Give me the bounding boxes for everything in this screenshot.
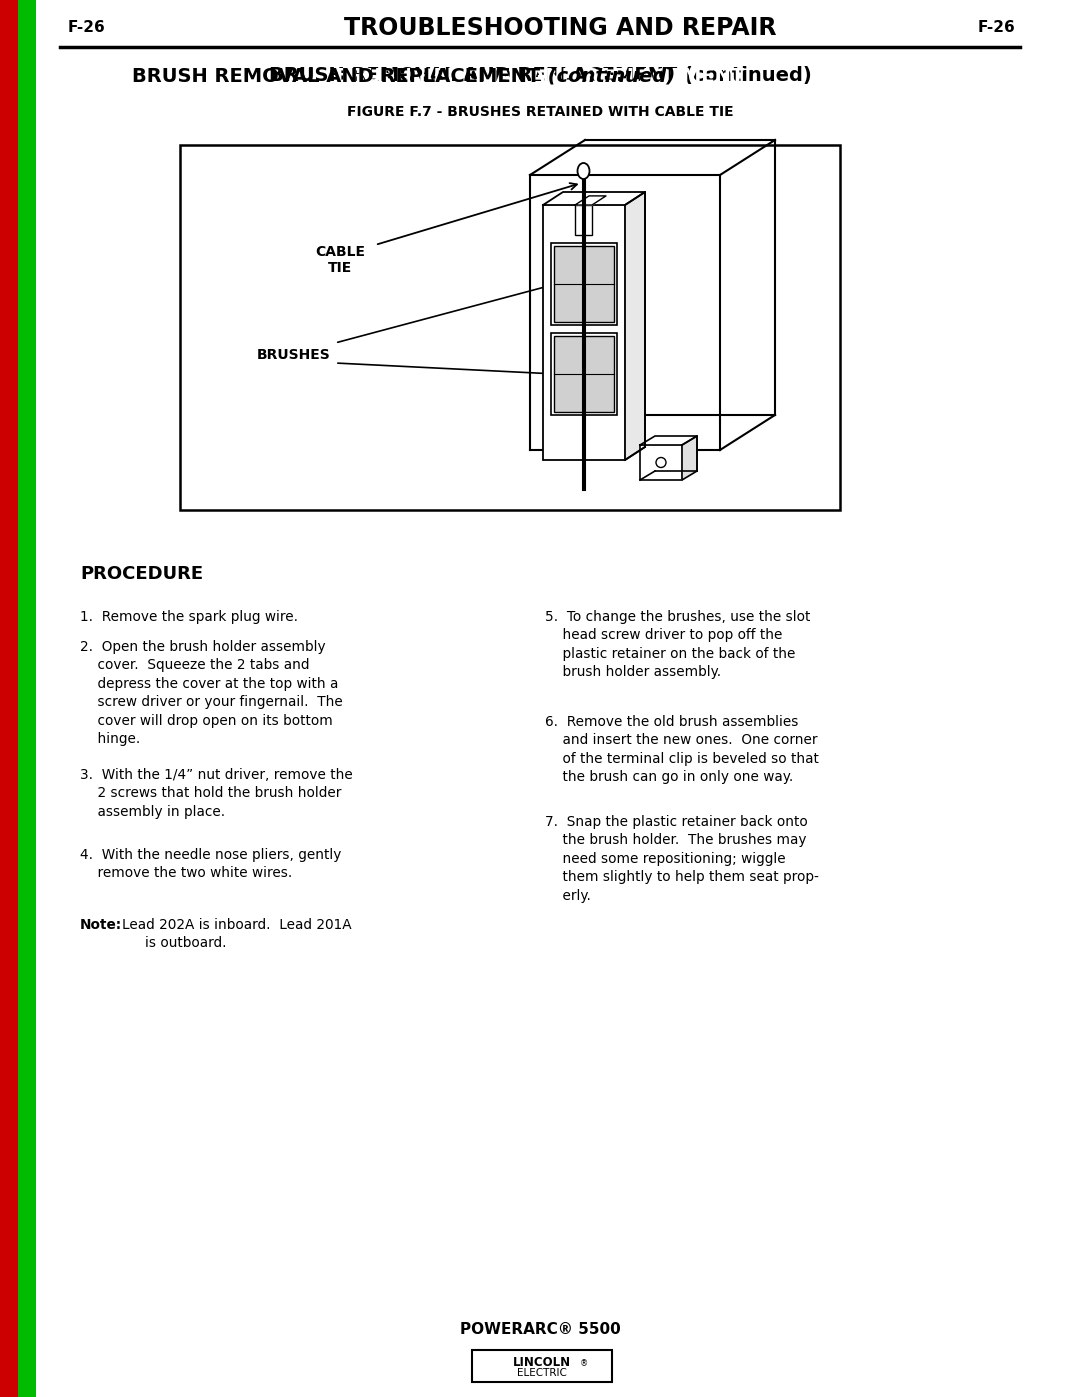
Bar (543, 205, 625, 460)
Text: Return to Section TOC: Return to Section TOC (4, 1210, 14, 1310)
Polygon shape (543, 191, 645, 205)
Polygon shape (625, 191, 645, 460)
Text: BRUSHES: BRUSHES (256, 348, 330, 362)
Text: BRUSH REMOVAL AND REPLACEMENT: BRUSH REMOVAL AND REPLACEMENT (132, 67, 540, 85)
Bar (640, 446, 681, 481)
Bar (18, 0, 36, 1397)
Polygon shape (640, 436, 697, 446)
Text: (continued): (continued) (541, 67, 675, 85)
Text: PROCEDURE: PROCEDURE (80, 564, 203, 583)
Text: F-26: F-26 (68, 21, 106, 35)
Text: Lead 202A is inboard.  Lead 201A: Lead 202A is inboard. Lead 201A (122, 918, 352, 932)
Text: Return to Section TOC: Return to Section TOC (4, 930, 14, 1030)
Text: BRUSH REMOVAL AND REPLACEMENT (continued): BRUSH REMOVAL AND REPLACEMENT (continued… (269, 67, 811, 85)
Bar (472, 1350, 612, 1382)
Text: Note:: Note: (80, 918, 122, 932)
Circle shape (656, 457, 666, 468)
Text: 6.  Remove the old brush assemblies
    and insert the new ones.  One corner
   : 6. Remove the old brush assemblies and i… (545, 715, 819, 784)
Text: 2.  Open the brush holder assembly
    cover.  Squeeze the 2 tabs and
    depres: 2. Open the brush holder assembly cover.… (80, 640, 342, 746)
Text: CABLE
TIE: CABLE TIE (315, 244, 365, 275)
Text: Return to Master TOC: Return to Master TOC (23, 541, 31, 638)
Text: TROUBLESHOOTING AND REPAIR: TROUBLESHOOTING AND REPAIR (343, 15, 777, 41)
Text: POWERARC® 5500: POWERARC® 5500 (460, 1323, 620, 1337)
Text: Return to Master TOC: Return to Master TOC (23, 172, 31, 268)
Bar (180, 145, 840, 510)
Text: Return to Master TOC: Return to Master TOC (23, 1211, 31, 1309)
Text: 1.  Remove the spark plug wire.: 1. Remove the spark plug wire. (80, 610, 298, 624)
Text: Return to Master TOC: Return to Master TOC (23, 932, 31, 1028)
Polygon shape (575, 196, 606, 205)
Text: ELECTRIC: ELECTRIC (517, 1368, 567, 1377)
Text: is outboard.: is outboard. (145, 936, 227, 950)
Text: 7.  Snap the plastic retainer back onto
    the brush holder.  The brushes may
 : 7. Snap the plastic retainer back onto t… (545, 814, 819, 902)
Bar (554, 337, 615, 412)
Bar (575, 205, 592, 235)
Polygon shape (681, 436, 697, 481)
Text: 5.  To change the brushes, use the slot
    head screw driver to pop off the
   : 5. To change the brushes, use the slot h… (545, 610, 810, 679)
Text: 3.  With the 1/4” nut driver, remove the
    2 screws that hold the brush holder: 3. With the 1/4” nut driver, remove the … (80, 768, 353, 819)
Text: Return to Section TOC: Return to Section TOC (4, 170, 14, 270)
Text: FIGURE F.7 - BRUSHES RETAINED WITH CABLE TIE: FIGURE F.7 - BRUSHES RETAINED WITH CABLE… (347, 105, 733, 119)
Bar (551, 332, 617, 415)
Bar (0, 0, 18, 1397)
Bar (551, 243, 617, 326)
Text: LINCOLN: LINCOLN (513, 1355, 571, 1369)
Ellipse shape (578, 163, 590, 179)
Text: ®: ® (580, 1359, 589, 1369)
Text: 4.  With the needle nose pliers, gently
    remove the two white wires.: 4. With the needle nose pliers, gently r… (80, 848, 341, 880)
Bar (554, 246, 615, 321)
Text: BRUSH REMOVAL AND REPLACEMENT: BRUSH REMOVAL AND REPLACEMENT (336, 67, 744, 85)
Text: Return to Section TOC: Return to Section TOC (4, 539, 14, 640)
Text: F-26: F-26 (977, 21, 1015, 35)
